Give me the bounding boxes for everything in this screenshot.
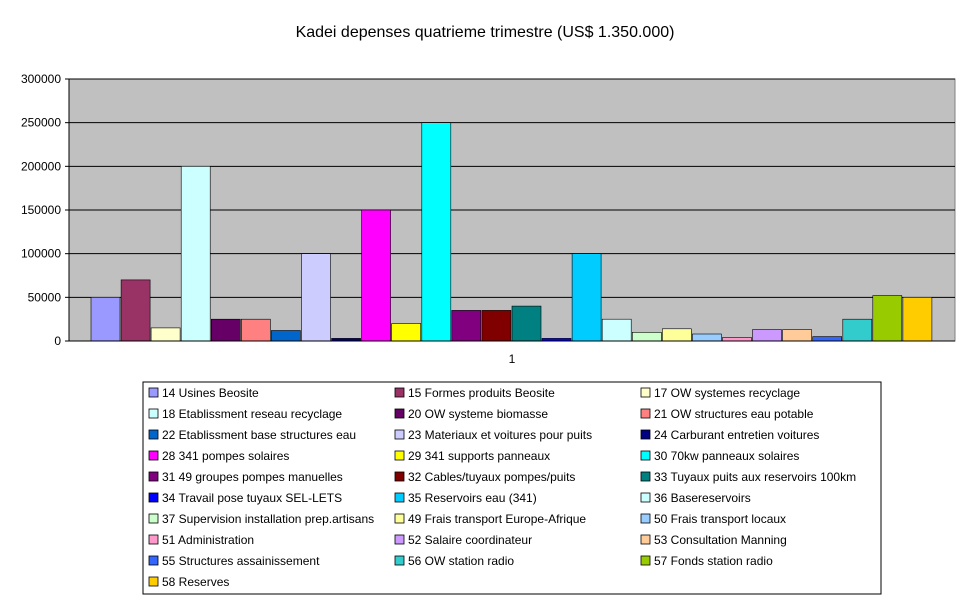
y-tick-label: 0 (54, 334, 61, 348)
legend-label: 50 Frais transport locaux (654, 512, 786, 526)
bar (571, 253, 602, 342)
y-tick-label: 150000 (21, 203, 61, 217)
legend-label: 32 Cables/tuyaux pompes/puits (408, 470, 575, 484)
gridlines (69, 78, 955, 298)
legend-swatch (148, 534, 159, 545)
legend-swatch (148, 387, 159, 398)
bar (842, 318, 873, 342)
legend-swatch (148, 555, 159, 566)
legend-swatch (148, 492, 159, 503)
bar (211, 318, 241, 342)
legend-swatch (640, 534, 651, 545)
y-tick-label: 250000 (21, 116, 61, 130)
legend-label: 37 Supervision installation prep.artisan… (162, 512, 374, 526)
bar (90, 296, 121, 342)
legend-swatch (394, 555, 405, 566)
legend-swatch (640, 471, 651, 482)
legend-swatch (394, 429, 405, 440)
bars (90, 122, 933, 342)
bar (301, 253, 331, 342)
legend-label: 35 Reservoirs eau (341) (408, 491, 537, 505)
legend-swatch (394, 387, 405, 398)
legend-label: 29 341 supports panneaux (408, 449, 550, 463)
legend-label: 24 Carburant entretien voitures (654, 428, 819, 442)
bar (631, 331, 662, 342)
legend-swatch (148, 450, 159, 461)
bar (241, 318, 271, 342)
bar (782, 329, 812, 342)
bar (692, 333, 722, 342)
bar (271, 330, 301, 342)
legend-label: 49 Frais transport Europe-Afrique (408, 512, 586, 526)
bar (451, 310, 482, 342)
y-tick-label: 300000 (21, 72, 61, 86)
bar (601, 318, 632, 342)
legend-label: 23 Materiaux et voitures pour puits (408, 428, 592, 442)
legend-swatch (640, 429, 651, 440)
bar (421, 122, 452, 342)
bar (812, 336, 843, 342)
legend-label: 14 Usines Beosite (162, 386, 259, 400)
bar (391, 323, 422, 342)
legend-swatch (640, 408, 651, 419)
legend-label: 20 OW systeme biomasse (408, 407, 548, 421)
y-axis: 0 50000 100000 150000 200000 250000 300000 (21, 72, 70, 348)
legend-label: 51 Administration (162, 533, 254, 547)
legend-label: 21 OW structures eau potable (654, 407, 814, 421)
legend-swatch (148, 408, 159, 419)
bar (511, 305, 542, 342)
bar (120, 279, 151, 342)
legend-label: 55 Structures assainissement (162, 554, 320, 568)
legend-swatch (640, 492, 651, 503)
legend-label: 15 Formes produits Beosite (408, 386, 555, 400)
legend-swatch (394, 408, 405, 419)
legend-swatch (394, 534, 405, 545)
legend-label: 18 Etablissment reseau recyclage (162, 407, 342, 421)
legend-swatch (148, 513, 159, 524)
legend-label: 17 OW systemes recyclage (654, 386, 800, 400)
x-category-label: 1 (509, 352, 516, 366)
bar (661, 328, 692, 342)
legend (142, 381, 882, 595)
legend-label: 33 Tuyaux puits aux reservoirs 100km (654, 470, 856, 484)
legend-swatch (394, 471, 405, 482)
chart-title: Kadei depenses quatrieme trimestre (US$ … (296, 24, 675, 41)
legend-label: 52 Salaire coordinateur (408, 533, 532, 547)
bar (872, 295, 903, 342)
legend-swatch (640, 387, 651, 398)
bar (180, 166, 211, 342)
y-tick-label: 200000 (21, 159, 61, 173)
legend-label: 57 Fonds station radio (654, 554, 773, 568)
legend-swatch (394, 450, 405, 461)
legend-label: 28 341 pompes solaires (162, 449, 289, 463)
legend-label: 58 Reserves (162, 575, 229, 589)
legend-swatch (640, 513, 651, 524)
legend-label: 31 49 groupes pompes manuelles (162, 470, 343, 484)
legend-label: 30 70kw panneaux solaires (654, 449, 799, 463)
legend-swatch (640, 555, 651, 566)
legend-swatch (394, 513, 405, 524)
bar (150, 327, 181, 342)
y-tick-label: 100000 (21, 247, 61, 261)
legend-swatch (394, 492, 405, 503)
legend-label: 22 Etablissment base structures eau (162, 428, 356, 442)
legend-label: 36 Basereservoirs (654, 491, 751, 505)
legend-swatch (640, 450, 651, 461)
legend-swatch (148, 471, 159, 482)
bar (722, 337, 752, 342)
legend-label: 56 OW station radio (408, 554, 514, 568)
bar (481, 310, 512, 342)
legend-label: 34 Travail pose tuyaux SEL-LETS (162, 491, 342, 505)
legend-label: 53 Consultation Manning (654, 533, 787, 547)
y-tick-label: 50000 (28, 290, 62, 304)
bar (752, 329, 782, 342)
bar (902, 296, 933, 342)
legend-swatch (148, 576, 159, 587)
legend-swatch (148, 429, 159, 440)
bar (361, 209, 391, 342)
legend-entries: 14 Usines Beosite 15 Formes produits Beos… (148, 386, 856, 589)
